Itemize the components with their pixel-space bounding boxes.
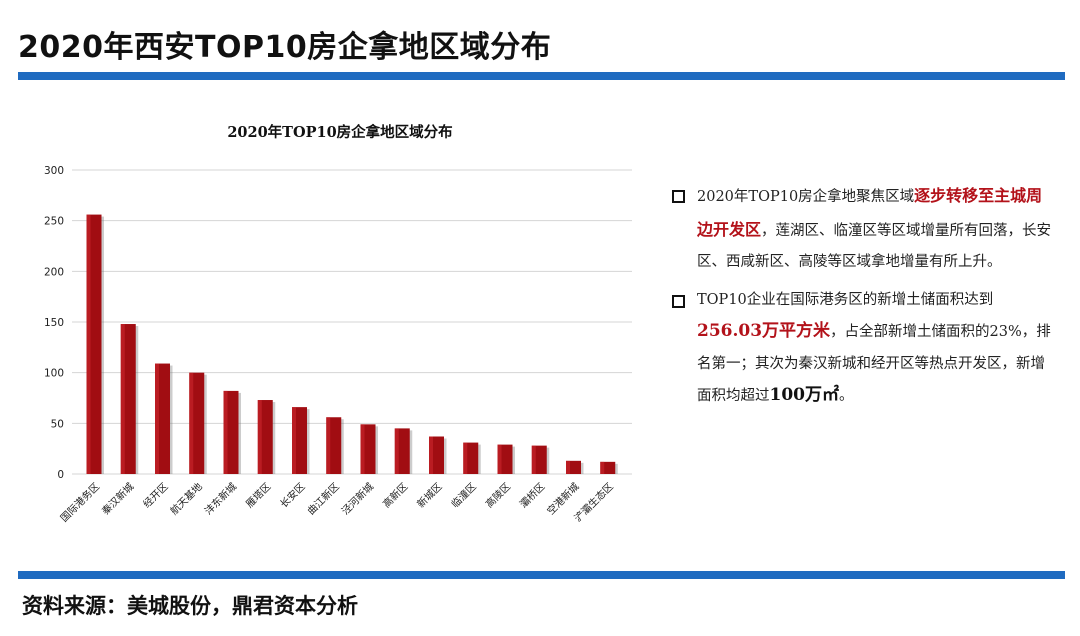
y-tick-label: 100 xyxy=(44,368,64,380)
x-tick-label: 航天基地 xyxy=(167,480,204,517)
note-2-text-cont: ，占全部新增土储面积的23%，排名第一；其次为秦汉新城和经开区等热点开发区，新增… xyxy=(697,324,1051,404)
bar-highlight xyxy=(223,390,228,474)
chart-title: 2020年TOP10房企拿地区域分布 xyxy=(227,123,452,141)
bar-highlight xyxy=(463,442,468,474)
y-tick-label: 250 xyxy=(44,216,64,228)
note-2: TOP10企业在国际港务区的新增土储面积达到 256.03万平方米，占全部新增土储… xyxy=(670,285,1055,413)
bar-highlight xyxy=(566,460,570,474)
bar-highlight xyxy=(257,400,262,474)
bar-highlight xyxy=(531,445,536,474)
bar-highlight xyxy=(600,461,605,474)
bar-highlight xyxy=(86,214,91,474)
x-tick-label: 高陵区 xyxy=(483,480,513,510)
x-tick-label: 长安区 xyxy=(277,480,307,510)
x-tick-label: 经开区 xyxy=(140,480,170,510)
bar-highlight xyxy=(189,372,194,474)
x-tick-label: 临潼区 xyxy=(448,480,478,510)
x-tick-label: 雁塔区 xyxy=(243,480,273,510)
note-2-text: TOP10企业在国际港务区的新增土储面积达到 xyxy=(697,291,994,308)
bar-chart: 2020年TOP10房企拿地区域分布 0 50 100 150 200 250 300 国际… xyxy=(44,123,632,525)
y-tick-label: 300 xyxy=(44,165,64,177)
square-bullet-icon xyxy=(672,294,685,308)
source-note: 资料来源：美城股份，鼎君资本分析 xyxy=(22,594,358,618)
note-2-highlight: 256.03万平方米 xyxy=(697,321,831,341)
x-tick-label: 灞桥区 xyxy=(518,481,548,511)
note-2-text-end: 。 xyxy=(839,388,854,404)
x-tick-label: 国际港务区 xyxy=(58,480,103,525)
x-tick-label: 曲江新区 xyxy=(304,480,341,517)
x-tick-label: 高新区 xyxy=(380,480,410,510)
bar-highlight xyxy=(497,444,502,474)
top-divider xyxy=(18,72,1065,80)
bar-highlight xyxy=(360,424,365,474)
x-tick-label: 秦汉新城 xyxy=(99,480,136,517)
page-title: 2020年西安TOP10房企拿地区域分布 xyxy=(18,30,552,65)
bar-highlight xyxy=(155,363,159,474)
y-tick-label: 50 xyxy=(51,418,64,430)
bottom-divider xyxy=(18,571,1065,579)
note-1-text-cont: ，莲湖区、临潼区等区域增量所有回落，长安区、西咸新区、高陵等区域拿地增量有所上升… xyxy=(697,222,1052,271)
square-bullet-icon xyxy=(672,190,685,203)
note-2-highlight-area: 100万㎡ xyxy=(769,385,840,405)
x-tick-label: 泾河新城 xyxy=(339,480,376,517)
bar-highlight xyxy=(394,428,399,474)
note-1: 2020年TOP10房企拿地聚焦区域逐步转移至主城周边开发区，莲湖区、临潼区等区… xyxy=(670,180,1055,279)
y-tick-label: 200 xyxy=(44,266,64,278)
x-tick-label: 新城区 xyxy=(414,480,444,510)
x-tick-label: 空港新城 xyxy=(544,480,581,517)
y-tick-label: 150 xyxy=(44,317,64,329)
bar-highlight xyxy=(292,407,296,474)
bar-highlight xyxy=(429,436,433,474)
notes-panel: 2020年TOP10房企拿地聚焦区域逐步转移至主城周边开发区，莲湖区、临潼区等区… xyxy=(670,180,1055,419)
x-tick-label: 沣东新城 xyxy=(202,480,239,517)
bar-highlight xyxy=(120,324,125,474)
bar-highlight xyxy=(326,417,331,474)
note-1-highlight: 逐步转移至主城周边开发区 xyxy=(697,186,1043,239)
note-1-text: 2020年TOP10房企拿地聚焦区域 xyxy=(697,189,915,205)
y-tick-label: 0 xyxy=(57,469,64,481)
